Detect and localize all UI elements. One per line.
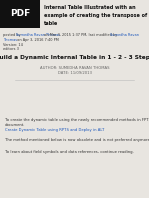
Text: on Apr 3, 2016 7:40 PM: on Apr 3, 2016 7:40 PM bbox=[16, 38, 59, 42]
Text: posted by: posted by bbox=[3, 33, 22, 37]
Text: Internal Table IIlustrated with an: Internal Table IIlustrated with an bbox=[44, 5, 136, 10]
Text: editors 3: editors 3 bbox=[3, 47, 19, 51]
Text: DATE: 11/09/2013: DATE: 11/09/2013 bbox=[58, 71, 91, 75]
Text: To create the dynamic table using the newly recommended methods in FPTS, refer t: To create the dynamic table using the ne… bbox=[5, 118, 149, 122]
Text: document.: document. bbox=[5, 123, 25, 127]
Text: Sumedha Ravan Thomas: Sumedha Ravan Thomas bbox=[16, 33, 60, 37]
Text: Build a Dynamic Internal Table in 1 - 2 - 3 Steps: Build a Dynamic Internal Table in 1 - 2 … bbox=[0, 55, 149, 60]
Text: To learn about field symbols and data references, continue reading.: To learn about field symbols and data re… bbox=[5, 150, 134, 154]
Text: Sumedha Ravan: Sumedha Ravan bbox=[110, 33, 139, 37]
Text: example of creating the transpose of internal: example of creating the transpose of int… bbox=[44, 13, 149, 18]
Text: Version: 14: Version: 14 bbox=[3, 43, 23, 47]
FancyBboxPatch shape bbox=[0, 0, 40, 28]
Text: Thomas: Thomas bbox=[3, 38, 17, 42]
Text: on Mar 3, 2015 1:37 PM, last modified by: on Mar 3, 2015 1:37 PM, last modified by bbox=[43, 33, 118, 37]
Text: Create Dynamic Table using RPTS and Deploy in ALT: Create Dynamic Table using RPTS and Depl… bbox=[5, 128, 104, 132]
Text: AUTHOR: SUMEDHA RAVAN THOMAS: AUTHOR: SUMEDHA RAVAN THOMAS bbox=[40, 66, 109, 70]
Text: PDF: PDF bbox=[10, 10, 30, 18]
Text: The method mentioned below is now obsolete and is not preferred anymore.: The method mentioned below is now obsole… bbox=[5, 138, 149, 142]
Text: table: table bbox=[44, 21, 58, 26]
